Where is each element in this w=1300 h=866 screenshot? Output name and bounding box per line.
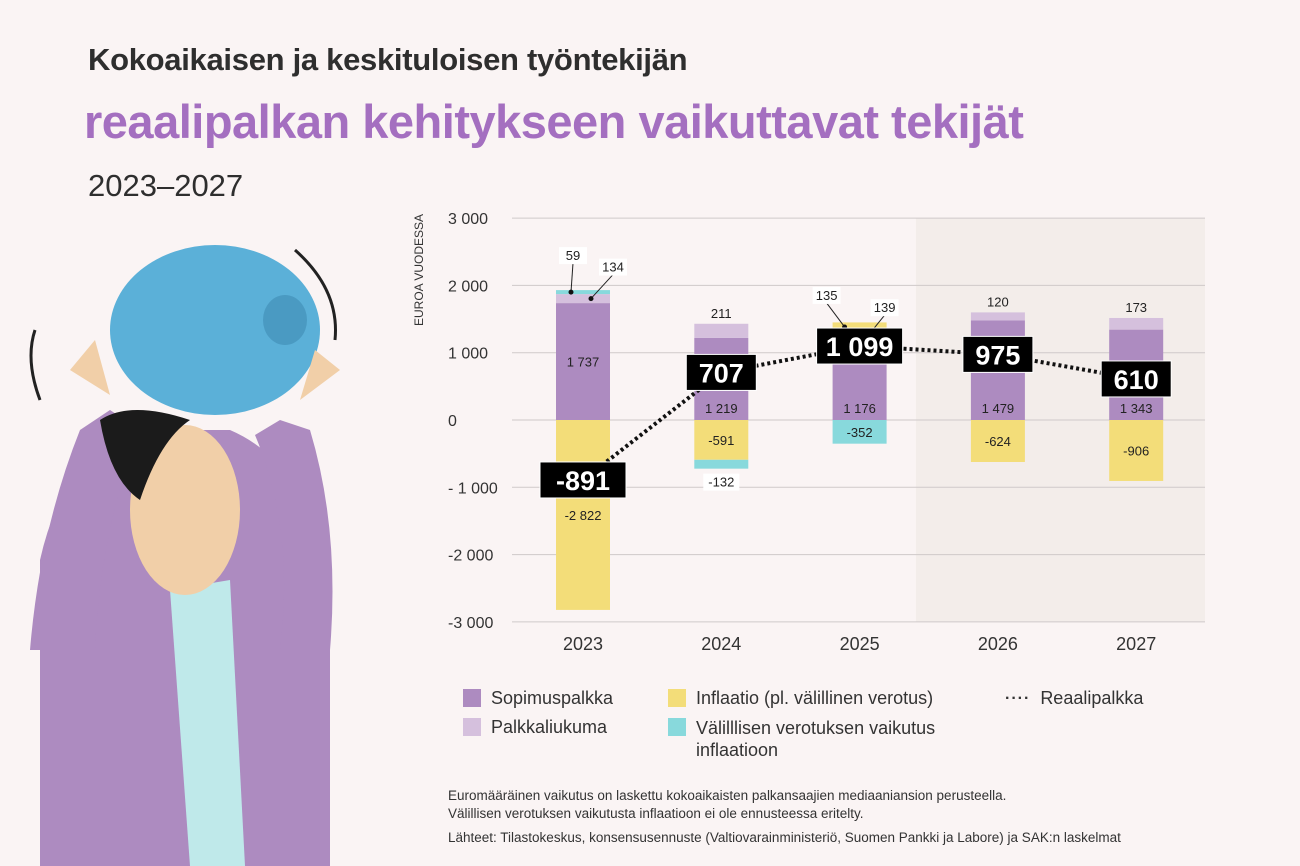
real-wage-label: 975 — [975, 340, 1020, 370]
bar-segment-sopimuspalkka — [556, 303, 610, 420]
legend-swatch — [668, 718, 686, 736]
bar-segment-välilllisen — [832, 420, 887, 444]
leader-dot — [568, 289, 574, 295]
segment-label: -906 — [1123, 443, 1149, 458]
bar-segment-inflaatio — [970, 420, 1025, 462]
note-1: Euromääräinen vaikutus on laskettu kokoa… — [448, 788, 1007, 803]
y-tick-label: -3 000 — [448, 615, 493, 632]
bar-segment-palkkaliukuma — [1109, 317, 1164, 330]
x-tick-label: 2027 — [1116, 634, 1156, 654]
sources: Lähteet: Tilastokeskus, konsensusennuste… — [448, 830, 1121, 845]
segment-label: -2 822 — [565, 508, 602, 523]
legend-label: Välilllisen verotuksen vaikutus inflaati… — [696, 718, 936, 760]
segment-label: 1 176 — [843, 401, 876, 416]
label-background — [812, 286, 841, 304]
worried-person-piggy-bank-illustration — [29, 245, 340, 866]
segment-label: -591 — [708, 433, 734, 448]
real-wage-label-box — [685, 353, 757, 391]
segment-label: 135 — [816, 288, 838, 303]
segment-label: 139 — [874, 300, 896, 315]
segment-label: 1 343 — [1120, 401, 1153, 416]
y-tick-label: 2 000 — [448, 278, 488, 295]
bar-segment-palkkaliukuma — [694, 323, 749, 338]
segment-label: 173 — [1125, 300, 1147, 315]
segment-label: 1 479 — [982, 401, 1015, 416]
leader-line — [826, 302, 845, 328]
x-tick-label: 2026 — [978, 634, 1018, 654]
bar-segment-palkkaliukuma — [556, 294, 610, 304]
label-background — [599, 258, 627, 276]
period-subtitle: 2023–2027 — [88, 168, 244, 203]
legend-label: Palkkaliukuma — [491, 717, 608, 737]
real-wage-label: 610 — [1114, 365, 1159, 395]
y-tick-label: -2 000 — [448, 548, 493, 565]
label-background — [559, 247, 587, 265]
legend-sopimuspalkka: Sopimuspalkka — [463, 688, 613, 709]
legend-swatch — [668, 689, 686, 707]
segment-label: 1 219 — [705, 401, 738, 416]
real-wage-label: 707 — [699, 358, 744, 388]
note-2: Välillisen verotuksen vaikutusta inflaat… — [448, 806, 864, 821]
y-tick-label: 3 000 — [448, 211, 488, 228]
x-tick-label: 2023 — [563, 634, 603, 654]
title-line-2: reaalipalkan kehitykseen vaikuttavat tek… — [84, 95, 1024, 148]
leader-line — [590, 274, 614, 299]
leader-dot — [588, 296, 594, 302]
x-tick-label: 2025 — [840, 634, 880, 654]
chart: 3 000 2 000 1 000 0 - 1 000 -2 000 -3 000 EUROA… — [412, 211, 1205, 654]
real-wage-label-box — [539, 461, 627, 499]
segment-label: 134 — [602, 260, 624, 275]
legend-valillinen: Välilllisen verotuksen vaikutus inflaati… — [668, 717, 968, 761]
real-wage-label: -891 — [556, 466, 610, 496]
y-tick-label: 0 — [448, 413, 457, 430]
y-axis-label: EUROA VUODESSA — [412, 214, 426, 326]
leader-line — [570, 263, 574, 293]
label-background — [870, 299, 899, 317]
real-wage-label: 1 099 — [826, 332, 894, 362]
segment-label: -352 — [847, 425, 873, 440]
title-line-1: Kokoaikaisen ja keskituloisen työntekijä… — [88, 42, 688, 77]
segment-label: 120 — [987, 294, 1009, 309]
y-tick-label: - 1 000 — [448, 480, 498, 497]
real-wage-line — [581, 344, 1137, 482]
label-background — [703, 473, 740, 491]
bar-segment-välilllisen — [694, 459, 749, 469]
legend-label: Reaalipalkka — [1040, 688, 1144, 708]
bar-segment-inflaatio — [832, 322, 887, 332]
x-tick-label: 2024 — [701, 634, 741, 654]
segment-label: 211 — [711, 306, 732, 321]
dotted-line-icon: ···· — [1005, 689, 1031, 707]
legend-reaalipalkka: ···· Reaalipalkka — [1005, 688, 1143, 709]
legend-palkkaliukuma: Palkkaliukuma — [463, 717, 607, 738]
segment-label: 59 — [566, 248, 580, 263]
legend-label: Inflaatio (pl. välillinen verotus) — [696, 688, 934, 708]
real-wage-label-box — [962, 335, 1034, 373]
real-wage-label-box — [1100, 360, 1172, 398]
segment-label: -624 — [985, 434, 1011, 449]
segment-label: -132 — [708, 475, 734, 490]
segment-label: 1 737 — [567, 355, 600, 370]
legend-inflaatio: Inflaatio (pl. välillinen verotus) — [668, 688, 933, 709]
legend-swatch — [463, 718, 481, 736]
bar-segment-palkkaliukuma — [970, 312, 1025, 321]
bar-segment-inflaatio — [694, 420, 749, 460]
bar-segment-välilllisen — [556, 290, 610, 295]
bar-segment-inflaatio — [1109, 420, 1164, 481]
y-tick-label: 1 000 — [448, 346, 488, 363]
legend-label: Sopimuspalkka — [491, 688, 614, 708]
legend-swatch — [463, 689, 481, 707]
bar-segment-inflaatio — [556, 420, 610, 610]
real-wage-label-box — [816, 327, 904, 365]
